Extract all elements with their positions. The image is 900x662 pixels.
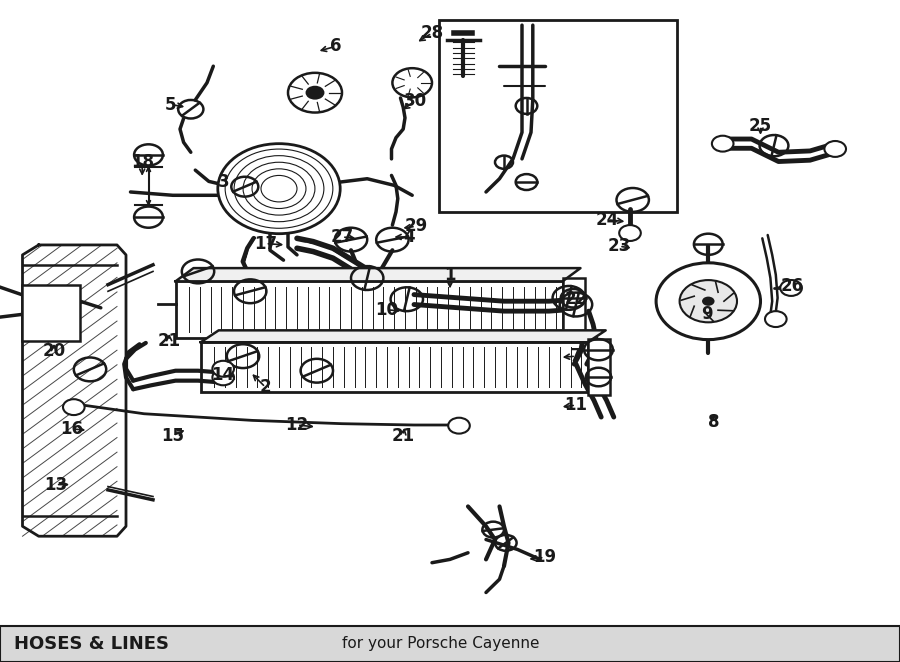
Bar — [439, 20, 677, 212]
Text: 1: 1 — [445, 265, 455, 284]
Circle shape — [288, 73, 342, 113]
Text: 10: 10 — [375, 301, 399, 319]
Circle shape — [619, 225, 641, 241]
Text: 29: 29 — [404, 217, 428, 236]
Circle shape — [765, 311, 787, 327]
Polygon shape — [22, 245, 126, 536]
Text: 18: 18 — [130, 153, 154, 171]
Circle shape — [392, 68, 432, 97]
Bar — [22, 285, 80, 341]
Circle shape — [824, 141, 846, 157]
Text: 15: 15 — [161, 426, 184, 445]
Text: 3: 3 — [218, 173, 229, 191]
Text: 24: 24 — [596, 211, 619, 229]
Text: 12: 12 — [285, 416, 309, 434]
Circle shape — [218, 144, 340, 234]
Circle shape — [212, 361, 234, 377]
Text: 30: 30 — [404, 91, 428, 110]
Text: 23: 23 — [608, 237, 631, 256]
Text: 6: 6 — [330, 37, 341, 56]
Text: 28: 28 — [420, 24, 444, 42]
Text: 21: 21 — [158, 332, 181, 350]
Text: HOSES & LINES: HOSES & LINES — [14, 635, 168, 653]
Text: 25: 25 — [749, 117, 772, 135]
Circle shape — [656, 263, 760, 340]
Text: 8: 8 — [708, 413, 719, 432]
Text: 16: 16 — [60, 420, 84, 438]
Circle shape — [63, 399, 85, 415]
Circle shape — [448, 418, 470, 434]
Text: 17: 17 — [254, 234, 277, 253]
Bar — [0, 626, 900, 662]
Text: 4: 4 — [404, 228, 415, 246]
Polygon shape — [201, 330, 606, 342]
Circle shape — [212, 369, 234, 385]
Circle shape — [305, 86, 324, 100]
Text: 9: 9 — [701, 305, 712, 324]
Text: 14: 14 — [212, 366, 235, 385]
Text: for your Porsche Cayenne: for your Porsche Cayenne — [342, 636, 539, 651]
Text: 13: 13 — [44, 475, 68, 494]
Circle shape — [680, 280, 737, 322]
Bar — [201, 342, 588, 392]
Text: 2: 2 — [260, 378, 271, 397]
Text: 19: 19 — [533, 548, 556, 567]
Text: 26: 26 — [780, 277, 804, 295]
Text: 22: 22 — [564, 290, 588, 308]
Text: 7: 7 — [571, 347, 581, 365]
Text: 5: 5 — [166, 95, 176, 114]
Text: 11: 11 — [564, 396, 588, 414]
Circle shape — [712, 136, 733, 152]
Bar — [176, 281, 562, 338]
Polygon shape — [176, 268, 580, 281]
Bar — [562, 278, 585, 341]
Text: 27: 27 — [330, 228, 354, 246]
Circle shape — [702, 297, 715, 306]
Text: 20: 20 — [42, 342, 66, 360]
Text: 21: 21 — [392, 426, 415, 445]
Bar — [588, 339, 610, 395]
Circle shape — [780, 280, 802, 296]
